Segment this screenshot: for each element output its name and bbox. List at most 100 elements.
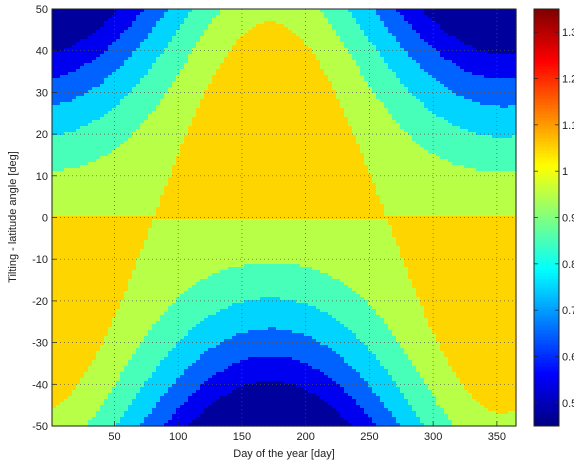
contour-cell bbox=[504, 66, 509, 70]
contour-cell bbox=[96, 90, 101, 94]
contour-cell bbox=[408, 18, 413, 22]
contour-cell bbox=[360, 60, 365, 64]
contour-cell bbox=[456, 108, 461, 112]
contour-cell bbox=[344, 117, 349, 121]
contour-cell bbox=[332, 99, 337, 103]
contour-cell bbox=[468, 135, 473, 139]
contour-cell bbox=[468, 30, 473, 34]
contour-cell bbox=[496, 72, 501, 76]
contour-cell bbox=[396, 21, 401, 25]
contour-cell bbox=[152, 30, 157, 34]
contour-cell bbox=[100, 36, 105, 40]
contour-cell bbox=[60, 90, 65, 94]
contour-cell bbox=[328, 45, 333, 49]
contour-cell bbox=[224, 90, 229, 94]
contour-cell bbox=[140, 51, 145, 55]
contour-cell bbox=[308, 15, 313, 19]
contour-cell bbox=[104, 129, 109, 133]
contour-cell bbox=[248, 36, 253, 40]
contour-cell bbox=[184, 48, 189, 52]
contour-cell bbox=[128, 66, 133, 70]
contour-cell bbox=[352, 93, 357, 97]
contour-cell bbox=[376, 24, 381, 28]
contour-cell bbox=[288, 66, 293, 70]
contour-cell bbox=[272, 21, 277, 25]
contour-cell bbox=[268, 9, 273, 13]
contour-cell bbox=[152, 111, 157, 115]
contour-cell bbox=[484, 93, 489, 97]
contour-cell bbox=[84, 123, 89, 127]
contour-cell bbox=[464, 57, 469, 61]
contour-cell bbox=[360, 96, 365, 100]
contour-cell bbox=[236, 72, 241, 76]
contour-cell bbox=[204, 18, 209, 22]
contour-cell bbox=[420, 135, 425, 139]
contour-cell bbox=[340, 24, 345, 28]
contour-cell bbox=[232, 42, 237, 46]
contour-cell bbox=[76, 99, 81, 103]
contour-cell bbox=[60, 87, 65, 91]
contour-cell bbox=[128, 93, 133, 97]
contour-cell bbox=[344, 42, 349, 46]
contour-cell bbox=[192, 48, 197, 52]
contour-cell bbox=[284, 60, 289, 64]
contour-cell bbox=[156, 54, 161, 58]
contour-cell bbox=[408, 99, 413, 103]
contour-cell bbox=[484, 132, 489, 136]
contour-cell bbox=[144, 27, 149, 31]
contour-cell bbox=[436, 12, 441, 16]
contour-cell bbox=[500, 129, 505, 133]
contour-cell bbox=[284, 87, 289, 91]
contour-cell bbox=[276, 126, 281, 130]
contour-cell bbox=[216, 54, 221, 58]
contour-cell bbox=[132, 75, 137, 79]
contour-cell bbox=[372, 111, 377, 115]
contour-cell bbox=[124, 111, 129, 115]
contour-cell bbox=[348, 60, 353, 64]
contour-cell bbox=[140, 117, 145, 121]
contour-cell bbox=[464, 45, 469, 49]
contour-cell bbox=[396, 12, 401, 16]
contour-cell bbox=[80, 78, 85, 82]
contour-cell bbox=[168, 30, 173, 34]
contour-cell bbox=[148, 78, 153, 82]
contour-cell bbox=[280, 90, 285, 94]
contour-cell bbox=[168, 18, 173, 22]
contour-cell bbox=[464, 72, 469, 76]
contour-cell bbox=[204, 75, 209, 79]
contour-cell bbox=[300, 105, 305, 109]
contour-cell bbox=[408, 129, 413, 133]
contour-cell bbox=[436, 30, 441, 34]
contour-cell bbox=[256, 69, 261, 73]
contour-cell bbox=[348, 117, 353, 121]
contour-cell bbox=[188, 132, 193, 136]
contour-cell bbox=[512, 111, 517, 115]
contour-cell bbox=[384, 18, 389, 22]
contour-cell bbox=[52, 24, 57, 28]
contour-cell bbox=[492, 39, 497, 43]
contour-cell bbox=[392, 87, 397, 91]
contour-cell bbox=[212, 51, 217, 55]
contour-cell bbox=[52, 93, 57, 97]
contour-cell bbox=[132, 87, 137, 91]
contour-cell bbox=[476, 129, 481, 133]
contour-cell bbox=[364, 60, 369, 64]
contour-cell bbox=[92, 90, 97, 94]
contour-cell bbox=[228, 39, 233, 43]
contour-cell bbox=[240, 99, 245, 103]
contour-cell bbox=[264, 114, 269, 118]
contour-cell bbox=[312, 126, 317, 130]
contour-cell bbox=[336, 69, 341, 73]
contour-cell bbox=[144, 120, 149, 124]
contour-cell bbox=[348, 84, 353, 88]
contour-cell bbox=[384, 84, 389, 88]
contour-cell bbox=[212, 105, 217, 109]
contour-cell bbox=[256, 45, 261, 49]
contour-cell bbox=[128, 117, 133, 121]
contour-cell bbox=[164, 36, 169, 40]
contour-cell bbox=[292, 12, 297, 16]
contour-cell bbox=[264, 105, 269, 109]
contour-cell bbox=[380, 105, 385, 109]
contour-cell bbox=[188, 75, 193, 79]
contour-cell bbox=[200, 87, 205, 91]
